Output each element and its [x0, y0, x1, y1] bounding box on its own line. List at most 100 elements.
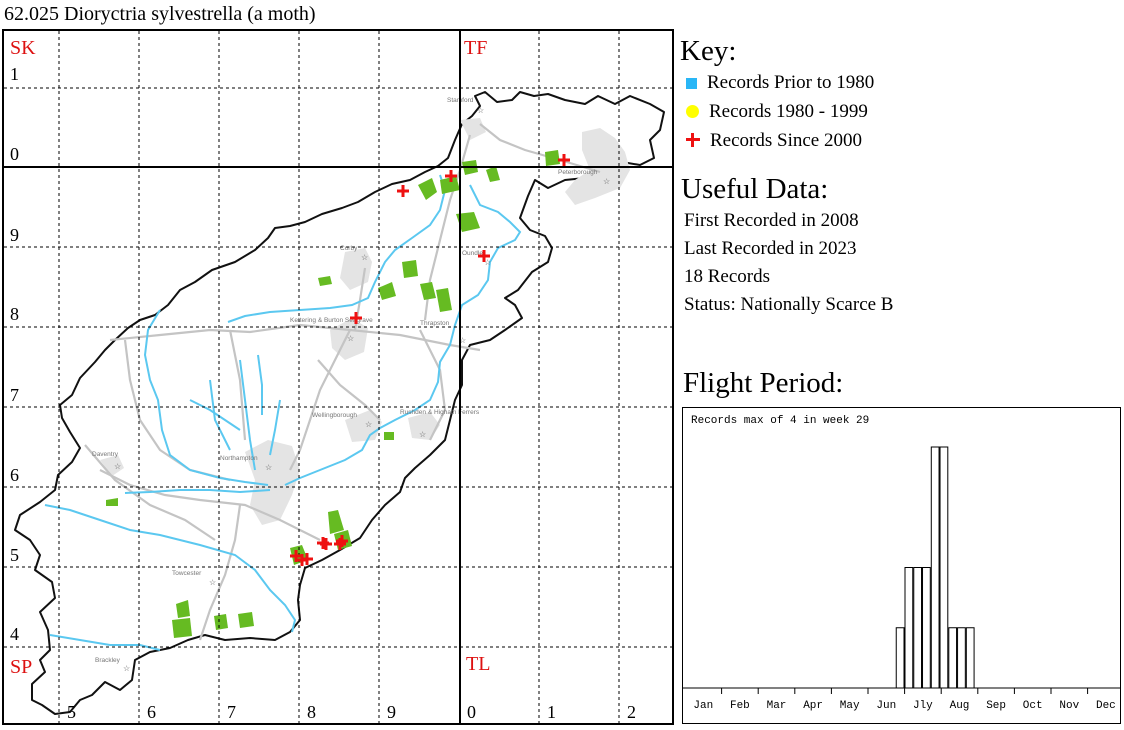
- month-label: May: [840, 700, 860, 712]
- flight-period-title: Flight Period:: [683, 367, 844, 399]
- flight-bar-week-32: [957, 627, 966, 689]
- star-icon: ☆: [459, 336, 466, 345]
- flight-bar-week-29: [930, 446, 940, 689]
- record-marker: [558, 154, 570, 166]
- month-label: Aug: [950, 700, 970, 712]
- town-label: Corby: [340, 245, 358, 252]
- northing-label: 8: [10, 304, 19, 324]
- star-icon: ☆: [361, 253, 368, 262]
- star-icon: ☆: [209, 578, 216, 587]
- month-label: Sep: [986, 700, 1006, 712]
- star-icon: ☆: [484, 258, 491, 267]
- square-label-tf: TF: [464, 37, 487, 59]
- easting-label: 0: [467, 702, 476, 722]
- town-label: Daventry: [92, 451, 119, 458]
- red-cross-icon: [686, 133, 700, 147]
- easting-label: 1: [547, 702, 556, 722]
- blue-square-icon: [686, 78, 697, 89]
- flight-bar-week-31: [948, 627, 958, 689]
- town-label: Towcester: [172, 570, 202, 577]
- month-label: Mar: [767, 700, 787, 712]
- month-label: Feb: [730, 700, 750, 712]
- easting-label: 9: [387, 702, 396, 722]
- star-icon: ☆: [265, 463, 272, 472]
- easting-label: 5: [67, 702, 76, 722]
- star-icon: ☆: [477, 106, 484, 115]
- last-recorded: Last Recorded in 2023: [684, 238, 857, 259]
- star-icon: ☆: [347, 334, 354, 343]
- month-label: Oct: [1023, 700, 1043, 712]
- grid: [2, 29, 674, 725]
- record-count: 18 Records: [684, 266, 771, 287]
- month-label: Jly: [913, 700, 933, 712]
- chart-caption: Records max of 4 in week 29: [691, 415, 869, 427]
- roads: [84, 123, 601, 641]
- flight-period-chart: Records max of 4 in week 29 Jan Feb Mar Apr…: [682, 407, 1121, 724]
- star-icon: ☆: [365, 420, 372, 429]
- flight-bar-week-25: [895, 627, 905, 689]
- town-label: Peterborough: [558, 169, 598, 176]
- key-item-since-2000: Records Since 2000: [686, 130, 862, 152]
- northing-label: 6: [10, 465, 19, 485]
- northing-label: 9: [10, 225, 19, 245]
- town-label: Oundle: [462, 250, 483, 257]
- key-label: Records Since 2000: [710, 130, 862, 151]
- page-title: 62.025 Dioryctria sylvestrella (a moth): [4, 3, 316, 25]
- star-icon: ☆: [114, 462, 121, 471]
- northing-label: 5: [10, 545, 19, 565]
- record-marker: [350, 312, 362, 324]
- northing-label: 0: [10, 144, 19, 164]
- flight-bar-week-33: [965, 627, 975, 689]
- square-label-tl: TL: [466, 653, 490, 675]
- flight-bar-week-26: [904, 567, 914, 689]
- yellow-dot-icon: [686, 105, 699, 118]
- rivers: [44, 174, 522, 651]
- key-label: Records Prior to 1980: [707, 72, 875, 93]
- record-marker: [290, 550, 302, 562]
- status: Status: Nationally Scarce B: [684, 294, 894, 315]
- easting-label: 2: [627, 702, 636, 722]
- town-label: Northampton: [220, 455, 258, 462]
- month-label: Jun: [876, 700, 896, 712]
- first-recorded: First Recorded in 2008: [684, 210, 859, 231]
- record-marker: [445, 170, 457, 182]
- record-marker: [397, 185, 409, 197]
- town-label: Kettering & Burton Seagrave: [290, 317, 373, 324]
- town-label: Brackley: [95, 657, 121, 664]
- key-title: Key:: [680, 35, 737, 67]
- month-label: Apr: [803, 700, 823, 712]
- town-markers: ☆Stamford☆Peterborough☆Corby☆Oundle☆Kett…: [92, 97, 610, 673]
- key-label: Records 1980 - 1999: [709, 101, 868, 122]
- month-label: Nov: [1059, 700, 1079, 712]
- month-label: Dec: [1096, 700, 1116, 712]
- star-icon: ☆: [419, 430, 426, 439]
- town-label: Wellingborough: [312, 412, 357, 419]
- northing-label: 7: [10, 385, 19, 405]
- month-label: Jan: [693, 700, 713, 712]
- easting-label: 8: [307, 702, 316, 722]
- easting-label: 7: [227, 702, 236, 722]
- record-marker: [478, 250, 490, 262]
- record-marker: [320, 538, 332, 550]
- key-item-1980-1999: Records 1980 - 1999: [686, 101, 868, 123]
- easting-label: 6: [147, 702, 156, 722]
- flight-bar-week-30: [939, 446, 949, 689]
- square-label-sp: SP: [10, 656, 32, 678]
- record-marker: [336, 535, 348, 547]
- northing-label: 1: [10, 64, 19, 84]
- square-label-sk: SK: [10, 37, 36, 59]
- useful-data-title: Useful Data:: [681, 173, 829, 205]
- flight-bar-week-27: [913, 567, 923, 689]
- star-icon: ☆: [123, 664, 130, 673]
- northing-label: 4: [10, 624, 19, 644]
- county-outline: [14, 91, 665, 715]
- town-label: Thrapston: [420, 320, 450, 327]
- records-since-2000: [290, 154, 570, 566]
- distribution-map: ☆Stamford☆Peterborough☆Corby☆Oundle☆Kett…: [2, 29, 674, 725]
- woodland-patches: [106, 150, 560, 638]
- town-label: Rushden & Higham Ferrers: [400, 409, 480, 416]
- key-item-prior-1980: Records Prior to 1980: [686, 72, 874, 94]
- star-icon: ☆: [603, 177, 610, 186]
- flight-bar-week-28: [922, 567, 931, 689]
